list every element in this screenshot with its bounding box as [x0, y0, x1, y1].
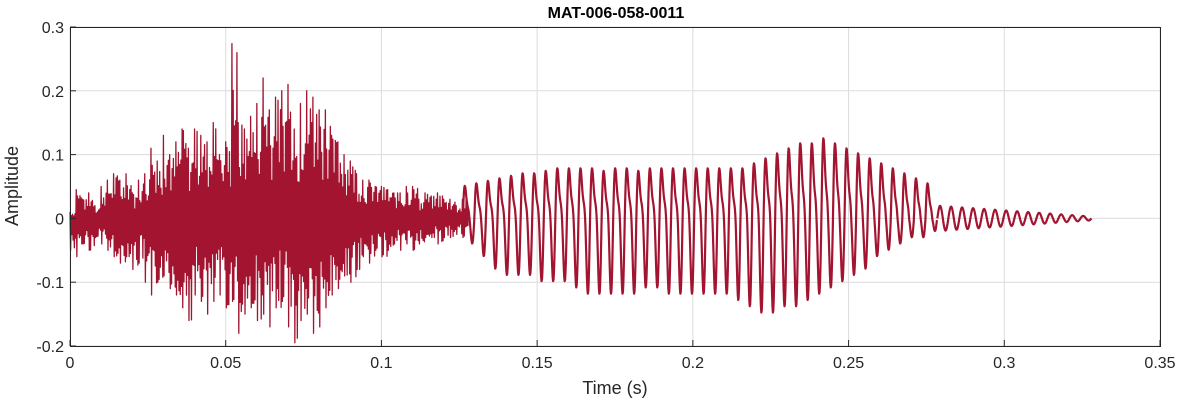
- series-layer: [69, 42, 1093, 344]
- x-axis-label: Time (s): [582, 378, 647, 398]
- waveform-decay-tail: [936, 204, 1093, 232]
- waveform-voiced-segment: [461, 137, 939, 314]
- y-axis-ticks: -0.2 -0.1 0 0.1 0.2 0.3: [36, 20, 76, 356]
- y-tick-label: -0.2: [36, 339, 64, 356]
- x-axis-ticks: 0 0.05 0.1 0.15 0.2 0.25 0.3 0.35: [66, 340, 1176, 372]
- y-tick-label: 0.3: [42, 20, 64, 37]
- x-tick-label: 0.05: [210, 355, 241, 372]
- x-tick-label: 0.3: [993, 355, 1015, 372]
- y-tick-label: 0: [55, 211, 64, 228]
- y-axis-label: Amplitude: [2, 146, 22, 226]
- x-tick-label: 0.1: [370, 355, 392, 372]
- x-tick-label: 0: [66, 355, 75, 372]
- plot-frame: [70, 27, 1161, 347]
- waveform-noisy-segment: [69, 42, 469, 344]
- x-tick-label: 0.25: [833, 355, 864, 372]
- y-tick-label: 0.2: [42, 84, 64, 101]
- chart-title: MAT-006-058-0011: [548, 5, 685, 22]
- x-tick-label: 0.35: [1144, 355, 1175, 372]
- y-tick-label: -0.1: [36, 275, 64, 292]
- x-tick-label: 0.15: [522, 355, 553, 372]
- x-tick-label: 0.2: [682, 355, 704, 372]
- y-tick-label: 0.1: [42, 148, 64, 165]
